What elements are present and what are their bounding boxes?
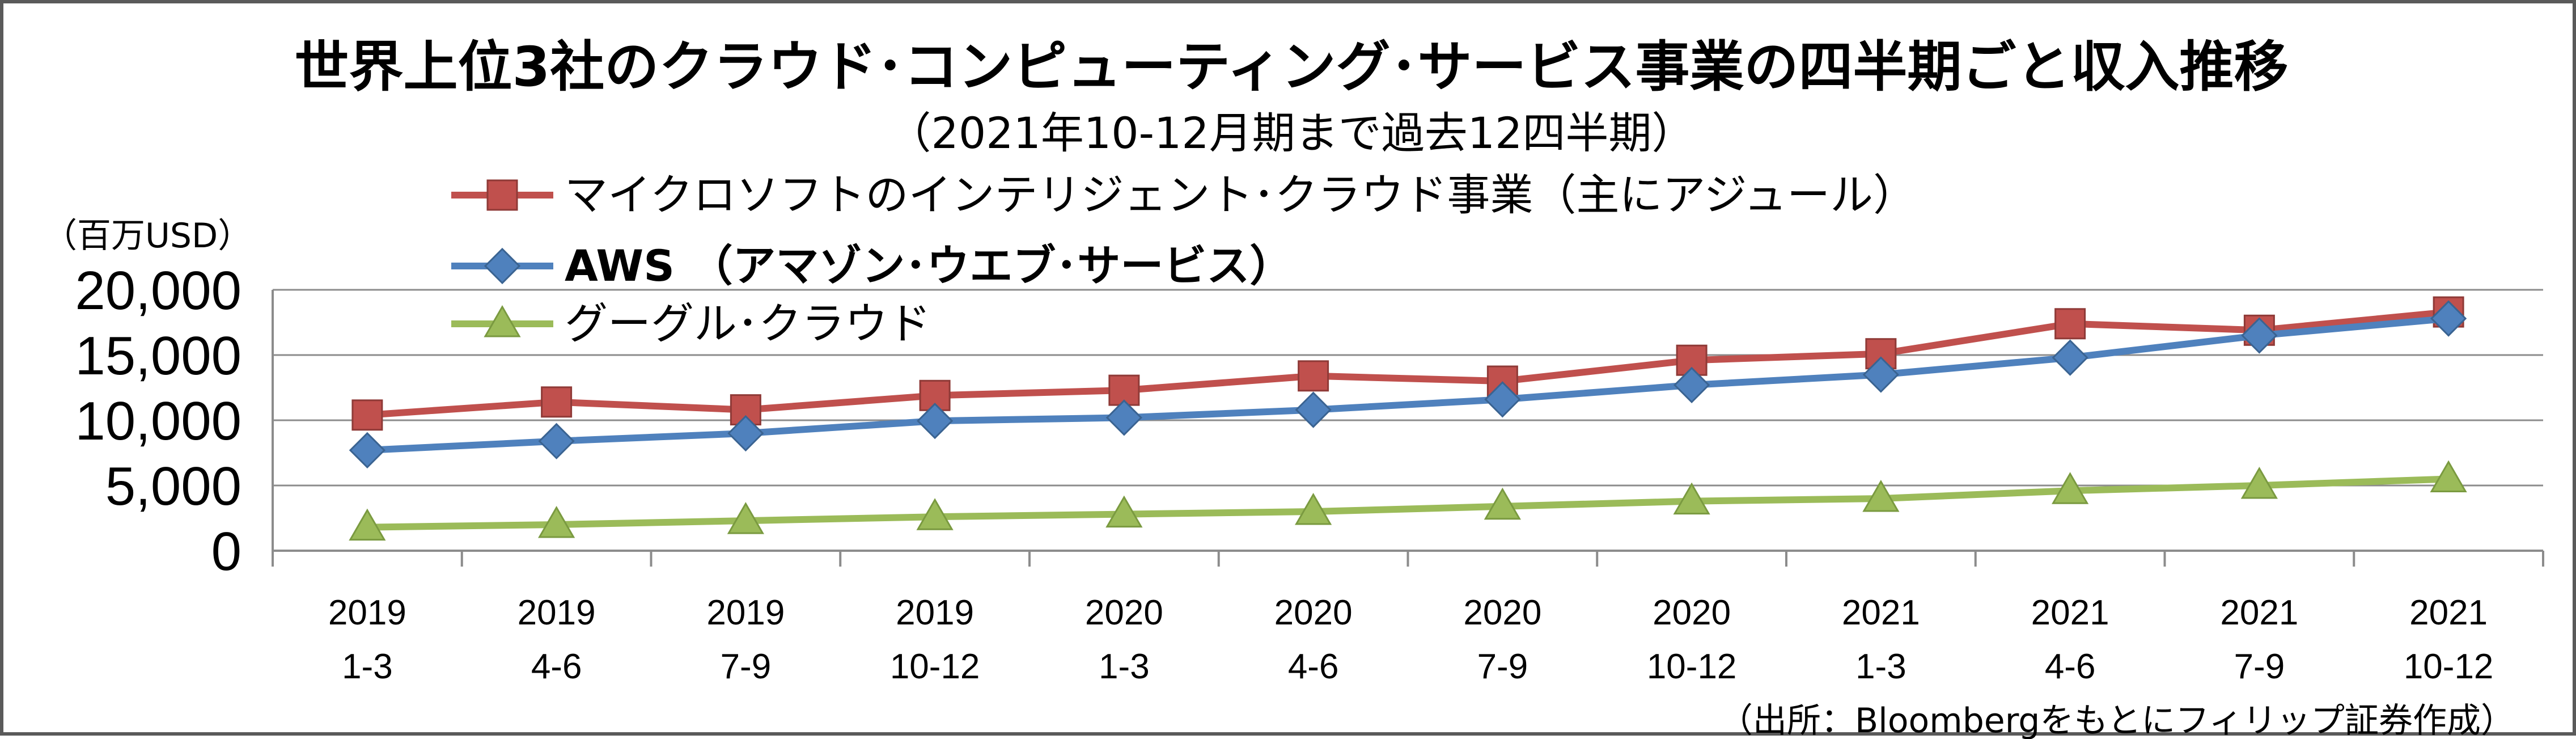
x-tick-label-months: 10-12 (890, 647, 980, 686)
x-tick-label-months: 4-6 (2045, 647, 2096, 686)
data-point-square (541, 386, 573, 418)
x-tick-label-months: 7-9 (721, 647, 772, 686)
data-point-square (2054, 308, 2086, 340)
data-point-square (1298, 360, 1329, 392)
x-tick-label-months: 4-6 (1288, 647, 1339, 686)
data-point-triangle (349, 508, 386, 541)
data-point-triangle (916, 498, 954, 530)
data-point-triangle (1295, 492, 1332, 525)
y-tick-label: 5,000 (105, 456, 242, 517)
data-point-triangle (1484, 487, 1521, 520)
x-tick-label-year: 2019 (518, 593, 596, 632)
data-point-diamond (1484, 381, 1521, 418)
data-point-diamond (1105, 399, 1142, 436)
data-point-triangle (2052, 472, 2089, 504)
x-tick-label-months: 7-9 (2234, 647, 2285, 686)
data-point-diamond (727, 415, 764, 452)
series-line-triangle (367, 475, 2449, 531)
data-point-triangle (538, 505, 575, 538)
data-point-diamond (349, 432, 385, 469)
legend: マイクロソフトのインテリジェント･クラウド事業（主にアジュール） AWS （アマゾ… (451, 170, 1916, 349)
x-tick-label-year: 2020 (1085, 593, 1163, 632)
data-point-diamond (1673, 366, 1710, 404)
x-tick-label-months: 1-3 (342, 647, 393, 686)
x-tick-label-year: 2020 (1274, 593, 1353, 632)
x-tick-label-year: 2021 (2409, 593, 2488, 632)
legend-label: AWS （アマゾン･ウエブ･サービス） (565, 240, 1293, 291)
source-note: （出所：Bloombergをもとにフィリップ証券作成） (1719, 701, 2515, 739)
data-point-square (351, 399, 383, 431)
data-point-diamond (1862, 356, 1899, 393)
y-tick-label: 15,000 (75, 326, 242, 386)
series-line-square (367, 309, 2449, 419)
data-point-triangle (727, 502, 764, 534)
x-tick-label-months: 7-9 (1477, 647, 1528, 686)
x-tick-label-year: 2021 (2220, 593, 2298, 632)
x-tick-label-months: 10-12 (2404, 647, 2494, 686)
data-point-diamond (538, 423, 575, 459)
data-point-triangle (1862, 479, 1900, 512)
data-point-triangle (2240, 466, 2278, 499)
x-tick-label-year: 2019 (706, 593, 785, 632)
y-axis-unit: （百万USD） (43, 216, 252, 256)
data-point-diamond (917, 403, 954, 440)
legend-marker-square (486, 179, 518, 211)
x-tick-label-months: 1-3 (1099, 647, 1150, 686)
data-point-diamond (1295, 391, 1332, 428)
x-tick-label-year: 2020 (1463, 593, 1541, 632)
x-tick-label-year: 2019 (896, 593, 974, 632)
x-tick-label-year: 2020 (1653, 593, 1731, 632)
x-tick-label-months: 1-3 (1855, 647, 1906, 686)
chart-subtitle: （2021年10-12月期まで過去12四半期） (888, 108, 1695, 158)
x-tick-labels: 2019 1-3 2019 4-6 2019 7-9 2019 10-12 2020 1-3 202… (328, 593, 2494, 686)
data-point-diamond (2052, 339, 2088, 376)
x-tick-label-months: 4-6 (531, 647, 582, 686)
y-tick-label: 10,000 (75, 391, 242, 451)
x-tick-label-year: 2021 (2031, 593, 2109, 632)
x-tick-label-year: 2019 (328, 593, 406, 632)
legend-marker-triangle (484, 305, 521, 337)
axes (272, 290, 2544, 567)
data-point-diamond (2241, 317, 2278, 354)
data-point-triangle (2430, 460, 2467, 492)
data-point-triangle (1105, 495, 1143, 528)
x-tick-label-year: 2021 (1842, 593, 1920, 632)
series-line-diamond (367, 315, 2449, 454)
y-tick-label: 0 (211, 521, 242, 582)
x-tick-label-months: 10-12 (1647, 647, 1737, 686)
data-point-triangle (1673, 482, 1710, 515)
y-tick-label: 20,000 (75, 260, 242, 321)
data-point-diamond (2430, 300, 2467, 337)
series-layer (349, 296, 2467, 541)
legend-marker-diamond (484, 247, 521, 285)
chart-svg: 世界上位3社のクラウド･コンピューティング･サービス事業の四半期ごと収入推移 （… (43, 35, 2544, 739)
chart-title: 世界上位3社のクラウド･コンピューティング･サービス事業の四半期ごと収入推移 (294, 35, 2288, 99)
legend-label: グーグル･クラウド (565, 298, 931, 349)
legend-label: マイクロソフトのインテリジェント･クラウド事業（主にアジュール） (565, 170, 1916, 220)
